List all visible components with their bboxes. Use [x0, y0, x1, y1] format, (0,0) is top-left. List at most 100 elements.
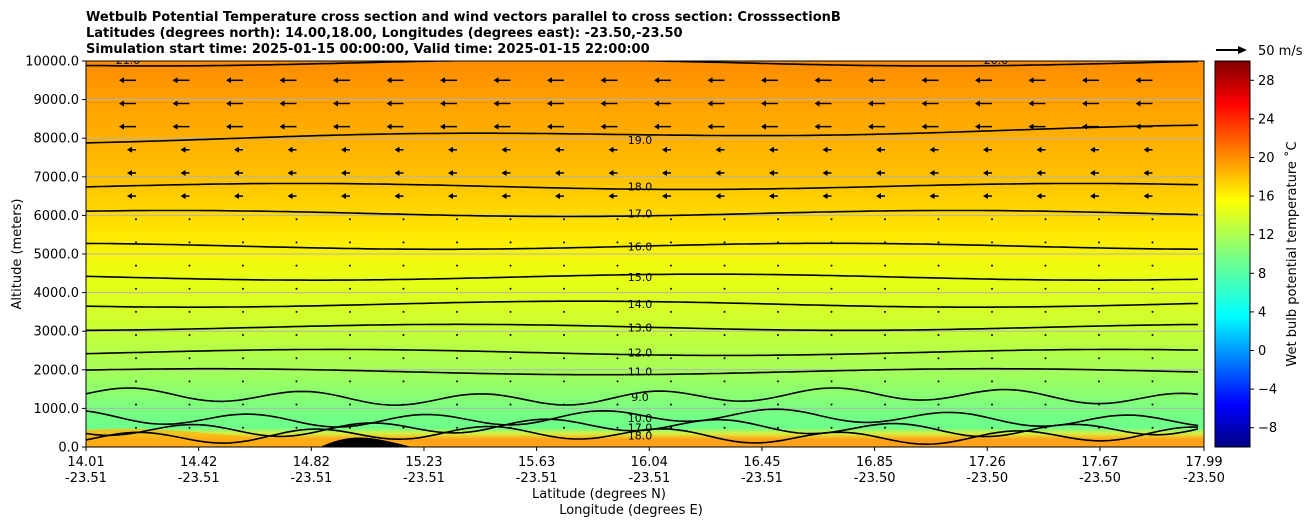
wind-vector-head: [608, 146, 614, 153]
x-tick-label-longitude: -23.51: [178, 471, 220, 486]
wind-vector: [670, 310, 672, 313]
wind-vector: [349, 403, 351, 406]
wind-vector: [563, 403, 565, 406]
wind-vector: [509, 264, 512, 267]
wind-vector: [777, 357, 779, 360]
wind-vector-head: [769, 193, 774, 200]
wind-vector: [509, 310, 512, 313]
wind-vector-head: [929, 169, 935, 176]
wind-vector: [777, 380, 779, 383]
wind-vector: [777, 287, 779, 290]
wind-vector: [456, 334, 458, 337]
wind-vector: [991, 241, 993, 244]
wind-vector-head: [493, 100, 499, 107]
wind-vector: [1151, 310, 1154, 313]
wind-vector: [670, 426, 672, 429]
wind-vector: [670, 357, 672, 360]
wind-vector: [135, 264, 137, 267]
wind-vector: [242, 264, 244, 267]
contour-line: [86, 182, 1199, 191]
wind-vector: [188, 218, 191, 221]
wind-vector-head: [1028, 100, 1034, 107]
contour-line: [86, 348, 1199, 357]
wind-vector: [937, 241, 940, 244]
y-tick-label: 9000.0: [34, 93, 80, 108]
wind-vector: [135, 357, 137, 360]
wind-vector-head: [127, 169, 132, 176]
chart-title-line-2: Latitudes (degrees north): 14.00,18.00, …: [86, 26, 683, 41]
wind-vector: [616, 287, 619, 290]
wind-vector: [456, 218, 458, 221]
wind-vector: [509, 334, 512, 337]
wind-vector: [670, 241, 672, 244]
wind-vector: [188, 264, 191, 267]
wind-vector: [670, 380, 672, 383]
wind-vector-head: [1082, 77, 1087, 84]
contour-label: 10.0: [628, 412, 653, 425]
x-tick-label-longitude: -23.51: [403, 471, 445, 486]
wind-vector-head: [440, 100, 445, 107]
colorbar-tick-label: −8: [1258, 421, 1277, 436]
wind-vector-head: [600, 100, 606, 107]
wind-vector: [1044, 310, 1047, 313]
wind-vector-head: [1135, 77, 1141, 84]
x-tick-label-latitude: 14.42: [180, 455, 217, 470]
wind-vector: [884, 357, 886, 360]
wind-vector: [563, 218, 565, 221]
contour-label: 21.0: [116, 54, 141, 67]
contour-line: [86, 323, 1199, 332]
wind-vector-head: [180, 193, 186, 200]
wind-vector: [242, 380, 244, 383]
wind-vector: [242, 426, 244, 429]
wind-vector-head: [814, 100, 820, 107]
wind-vector: [991, 380, 993, 383]
colorbar-tick-label: 0: [1258, 344, 1266, 359]
wind-vector-head: [761, 123, 766, 130]
contour-line: [86, 425, 1198, 446]
wind-vector: [884, 218, 886, 221]
wind-vector-head: [279, 77, 285, 84]
colorbar-tick-label: 8: [1258, 267, 1266, 282]
wind-vector-head: [386, 100, 392, 107]
wind-vector: [670, 218, 672, 221]
wind-vector: [937, 287, 940, 290]
wind-vector: [1098, 310, 1100, 313]
wind-vector: [1044, 403, 1047, 406]
wind-vector: [1044, 287, 1047, 290]
plot-area: 21.0 20.019.018.017.016.015.014.013.012.0…: [86, 54, 1204, 447]
wind-vector: [723, 334, 726, 337]
wind-vector-head: [127, 146, 132, 153]
wind-vector: [295, 287, 298, 290]
y-tick-label: 4000.0: [34, 286, 80, 301]
wind-vector: [295, 357, 298, 360]
contour-label: 9.0: [631, 391, 649, 404]
wind-vector-head: [662, 146, 667, 153]
wind-vector: [1151, 403, 1154, 406]
wind-vector: [295, 310, 298, 313]
wind-vector-head: [814, 77, 820, 84]
wind-vector: [135, 334, 137, 337]
wind-vector: [1044, 218, 1047, 221]
wind-vector-head: [394, 193, 400, 200]
wind-vector: [349, 380, 351, 383]
colorbar-ticks: −8 −4 0 4 8 12 16 20 24 28: [1250, 74, 1277, 436]
wind-vector: [616, 380, 619, 383]
wind-vector: [830, 264, 833, 267]
wind-vector-head: [547, 100, 552, 107]
contour-lines: [86, 61, 1199, 446]
wind-vector: [349, 357, 351, 360]
wind-vector: [723, 310, 726, 313]
wind-vector: [509, 426, 512, 429]
wind-vector-head: [654, 100, 659, 107]
colorbar-tick-label: 20: [1258, 151, 1275, 166]
x-tick-label-longitude: -23.50: [1183, 471, 1225, 486]
contour-line: [86, 300, 1199, 308]
wind-vector: [135, 310, 137, 313]
colorbar-tick-label: −4: [1258, 383, 1277, 398]
wind-vector: [295, 264, 298, 267]
wind-vector-head: [386, 123, 392, 130]
colorbar-tick-label: 16: [1258, 190, 1275, 205]
wind-vectors: [119, 77, 1154, 429]
x-axis-label-longitude: Longitude (degrees E): [559, 503, 703, 518]
